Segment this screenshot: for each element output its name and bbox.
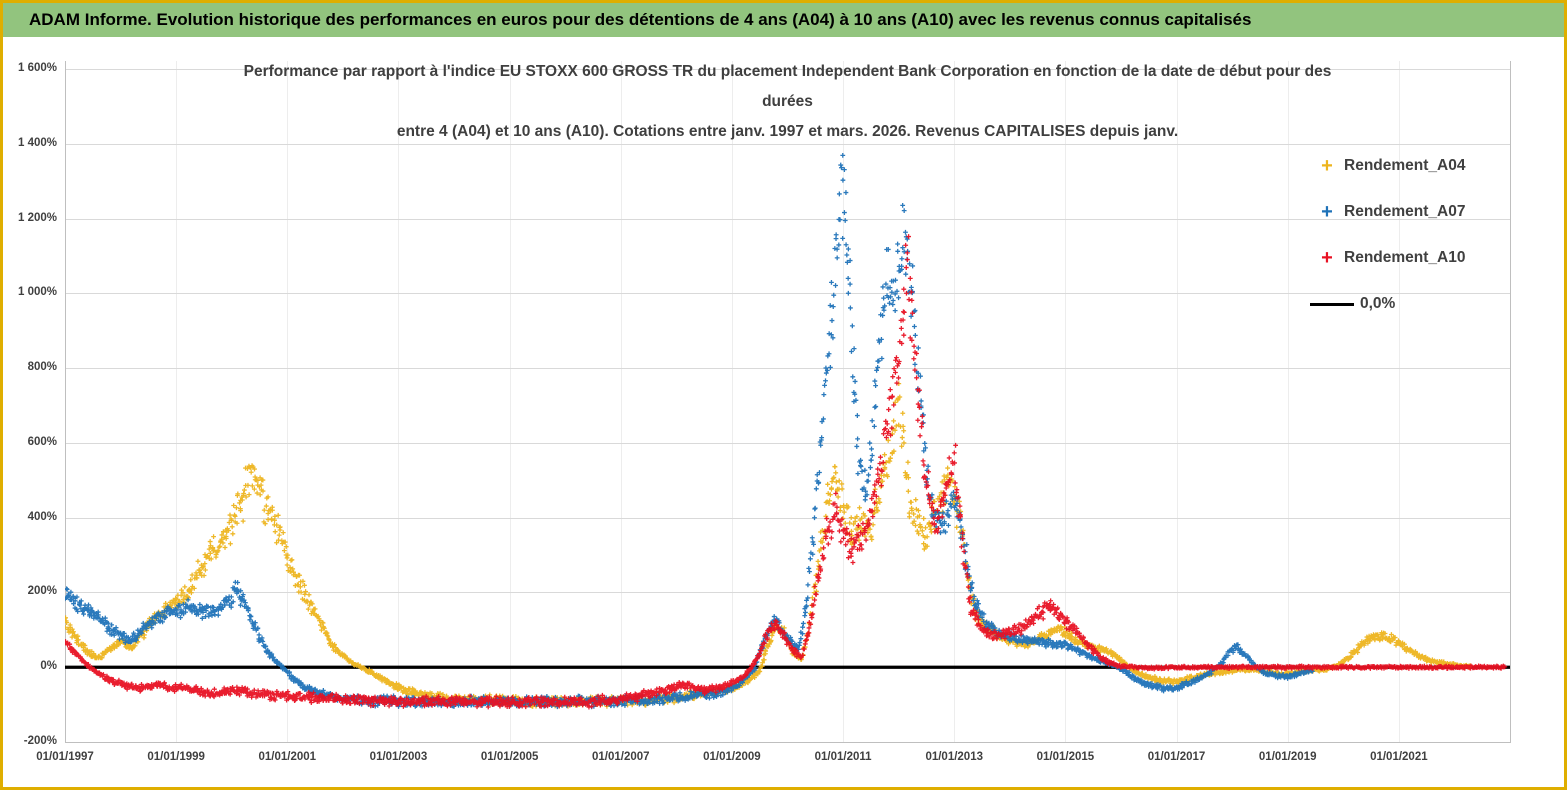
x-axis-tick-label: 01/01/2017 [1147,751,1206,763]
legend-item: + Rendement_A07 [1310,189,1500,235]
y-axis-tick-label: 1 400% [17,136,57,149]
chart-title-line-3: entre 4 (A04) et 10 ans (A10). Cotations… [396,123,1179,140]
x-axis-tick-label: 01/01/2007 [591,751,650,763]
x-axis-tick-label: 01/01/2011 [814,751,872,763]
x-axis-tick-label: 01/01/2013 [925,751,983,763]
plus-marker-icon: + [1321,155,1333,177]
x-axis-tick-label: 01/01/2001 [258,751,317,763]
x-axis-tick-label: 01/01/2009 [703,751,761,763]
legend-item-label: Rendement_A10 [1344,249,1466,266]
legend-item: + Rendement_A10 [1310,235,1500,281]
chart-area: Performance par rapport à l'indice EU ST… [3,37,1564,763]
x-axis-tick-label: 01/01/2019 [1258,751,1317,763]
x-axis-tick-label: 01/01/2003 [369,751,428,763]
legend: + Rendement_A04 + Rendement_A07 + Rendement_A… [1310,143,1500,327]
y-axis-tick-label: 1 200% [17,211,57,224]
legend-item-label: Rendement_A07 [1344,203,1466,220]
y-axis-tick-label: 0% [40,660,57,673]
y-axis-tick-label: 1 600% [17,62,57,74]
chart-title: Performance par rapport à l'indice EU ST… [65,57,1510,147]
chart-title-line-1: Performance par rapport à l'indice EU ST… [243,63,1332,80]
x-axis-tick-label: 01/01/2005 [480,751,539,763]
y-axis-tick-label: 200% [27,585,57,598]
x-axis-tick-label: 01/01/1999 [147,751,205,763]
legend-item-label: 0,0% [1360,295,1396,312]
y-axis-tick-label: 600% [27,435,57,448]
zero-line-legend-icon [1310,302,1354,306]
y-axis-tick-label: -200% [23,735,57,747]
plus-marker-icon: + [1321,201,1333,223]
y-axis-tick-label: 800% [27,361,57,374]
legend-item-label: Rendement_A04 [1344,157,1466,174]
x-axis-tick-label: 01/01/2021 [1370,751,1428,763]
app-header: ADAM Informe. Evolution historique des p… [3,3,1564,37]
y-axis-tick-label: 1 000% [17,286,57,299]
y-axis-tick-label: 400% [27,510,57,523]
plus-marker-icon: + [1321,247,1333,269]
x-axis-tick-label: 01/01/2015 [1036,751,1095,763]
legend-item: 0,0% [1310,281,1500,327]
performance-scatter-plot [3,37,1564,753]
chart-title-line-2: durées [762,93,813,110]
app-header-title: ADAM Informe. Evolution historique des p… [29,10,1252,29]
x-axis-tick-label: 01/01/1997 [36,751,94,763]
legend-item: + Rendement_A04 [1310,143,1500,189]
